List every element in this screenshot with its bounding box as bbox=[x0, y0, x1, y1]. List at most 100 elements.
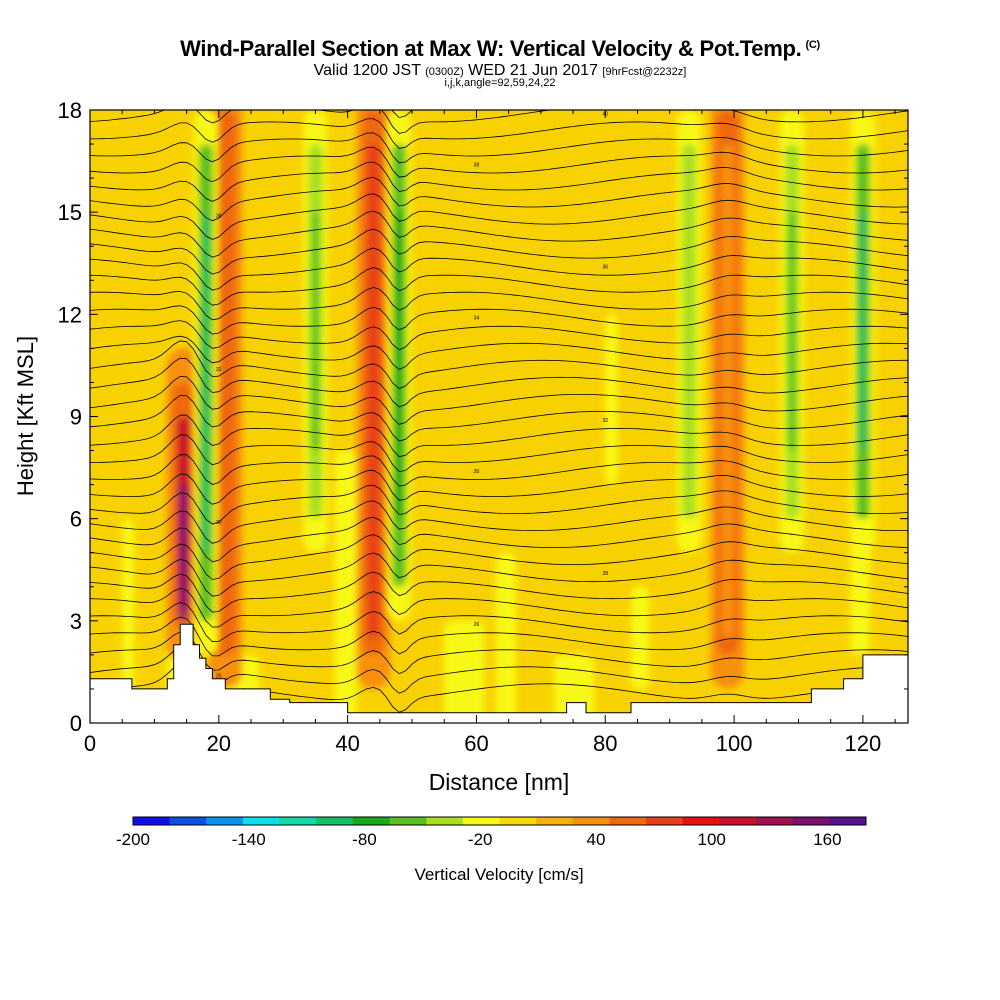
downdraft-core bbox=[859, 212, 867, 451]
x-tick-label: 60 bbox=[464, 731, 488, 756]
theta-contour-label: 30 bbox=[216, 520, 222, 526]
colorbar-swatch bbox=[499, 817, 537, 825]
updraft-column-inner bbox=[367, 144, 380, 638]
theta-contour bbox=[90, 484, 908, 525]
theta-contour bbox=[90, 434, 908, 473]
weak-motion-patch bbox=[444, 620, 485, 723]
colorbar-swatch bbox=[279, 817, 317, 825]
weak-motion-patch bbox=[495, 552, 516, 723]
theta-contour-label: 26 bbox=[474, 622, 480, 628]
y-tick-label: 6 bbox=[70, 507, 82, 532]
theta-contour bbox=[90, 631, 908, 675]
theta-contour bbox=[90, 414, 908, 458]
colorbar-frame bbox=[132, 816, 867, 826]
theta-contours bbox=[90, 110, 908, 713]
theta-contour bbox=[90, 357, 908, 408]
theta-contour bbox=[90, 320, 908, 351]
x-tick-label: 0 bbox=[84, 731, 96, 756]
weak-motion-patch bbox=[605, 314, 618, 485]
colorbar-swatch bbox=[389, 817, 427, 825]
colorbar-swatch bbox=[242, 817, 281, 825]
x-tick-label: 80 bbox=[593, 731, 617, 756]
theta-contour-label: 36 bbox=[602, 265, 608, 271]
theta-contour bbox=[90, 571, 908, 613]
colorbar-swatch bbox=[682, 817, 720, 825]
chart-title: Wind-Parallel Section at Max W: Vertical… bbox=[0, 36, 1000, 62]
colorbar-tick-label: 160 bbox=[813, 830, 841, 849]
theta-contour bbox=[90, 146, 908, 183]
downdraft-core bbox=[788, 212, 796, 451]
theta-contour bbox=[90, 516, 908, 563]
colorbar-tick-label: -140 bbox=[232, 830, 266, 849]
colorbar-swatch bbox=[169, 817, 207, 825]
theta-contour bbox=[90, 210, 908, 258]
section-indices: i,j,k,angle=92,59,24,22 bbox=[444, 77, 556, 89]
x-axis: 0 20 40 60 80 100 120 bbox=[84, 110, 896, 756]
theta-contour-label: 34 bbox=[474, 316, 480, 322]
colorbar-swatch bbox=[572, 817, 610, 825]
x-tick-label: 120 bbox=[845, 731, 882, 756]
colorbar-swatch bbox=[719, 817, 757, 825]
theta-contour-label: 38 bbox=[474, 162, 480, 168]
x-axis-label: Distance [nm] bbox=[429, 769, 570, 795]
chart-subtitle: Valid 1200 JST (0300Z) WED 21 Jun 2017 [… bbox=[0, 62, 1000, 80]
x-tick-label: 100 bbox=[716, 731, 753, 756]
theta-contour bbox=[90, 247, 908, 291]
weak-motion-patch bbox=[631, 586, 650, 689]
valid-date: WED 21 Jun 2017 bbox=[468, 62, 598, 79]
theta-contour bbox=[90, 552, 908, 597]
colorbar-swatch bbox=[462, 817, 500, 825]
theta-contour-label: 36 bbox=[216, 214, 222, 220]
theta-contour bbox=[90, 118, 908, 149]
theta-contour bbox=[90, 587, 908, 628]
colorbar-swatch bbox=[609, 817, 647, 825]
colorbar-swatch bbox=[133, 817, 171, 825]
theta-contour-label: 32 bbox=[216, 367, 222, 373]
colorbar-tick-label: -80 bbox=[352, 830, 377, 849]
y-tick-label: 15 bbox=[58, 200, 82, 225]
colorbar-tick-label: -200 bbox=[116, 830, 150, 849]
colorbar-swatch bbox=[792, 817, 830, 825]
theta-contour-label: 25 bbox=[216, 673, 222, 679]
downdraft-core bbox=[685, 212, 693, 451]
theta-contour bbox=[90, 340, 908, 389]
theta-contour bbox=[90, 287, 908, 321]
valid-utc: (0300Z) bbox=[425, 66, 464, 78]
velocity-field bbox=[122, 110, 875, 723]
updraft-column-inner bbox=[721, 144, 734, 638]
colorbar-swatch bbox=[536, 817, 574, 825]
theta-contour bbox=[90, 161, 908, 202]
colorbar-swatch bbox=[829, 817, 867, 825]
plot-area: 252628303032323436363840 bbox=[90, 110, 908, 723]
colorbar-swatch bbox=[756, 817, 794, 825]
downdraft-core bbox=[395, 212, 403, 519]
theta-contour bbox=[90, 534, 908, 580]
colorbar-tick-label: 40 bbox=[586, 830, 605, 849]
y-axis-label: Height [Kft MSL] bbox=[13, 336, 38, 496]
theta-contour-label: 30 bbox=[474, 469, 480, 475]
downdraft-core bbox=[202, 212, 210, 553]
theta-contour bbox=[90, 176, 908, 222]
forecast-info: [9hrFcst@2232z] bbox=[602, 66, 687, 78]
theta-contour bbox=[90, 228, 908, 275]
theta-contour-label: 32 bbox=[602, 418, 608, 424]
theta-contour bbox=[90, 616, 908, 657]
theta-contour bbox=[90, 375, 908, 425]
theta-contour bbox=[90, 469, 908, 505]
downdraft-core bbox=[311, 212, 319, 451]
valid-time: Valid 1200 JST bbox=[313, 62, 421, 79]
weak-motion-patch bbox=[122, 518, 135, 723]
x-tick-label: 40 bbox=[335, 731, 359, 756]
theta-contour bbox=[90, 267, 908, 306]
theta-contour bbox=[90, 454, 908, 487]
colorbar-swatch bbox=[316, 817, 354, 825]
colorbar-swatch bbox=[646, 817, 684, 825]
theta-contour bbox=[90, 335, 908, 370]
y-tick-label: 9 bbox=[70, 405, 82, 430]
colorbar-label: Vertical Velocity [cm/s] bbox=[414, 865, 583, 884]
updraft-column-inner bbox=[219, 144, 232, 638]
theta-contour bbox=[90, 305, 908, 335]
y-tick-label: 0 bbox=[70, 711, 82, 736]
